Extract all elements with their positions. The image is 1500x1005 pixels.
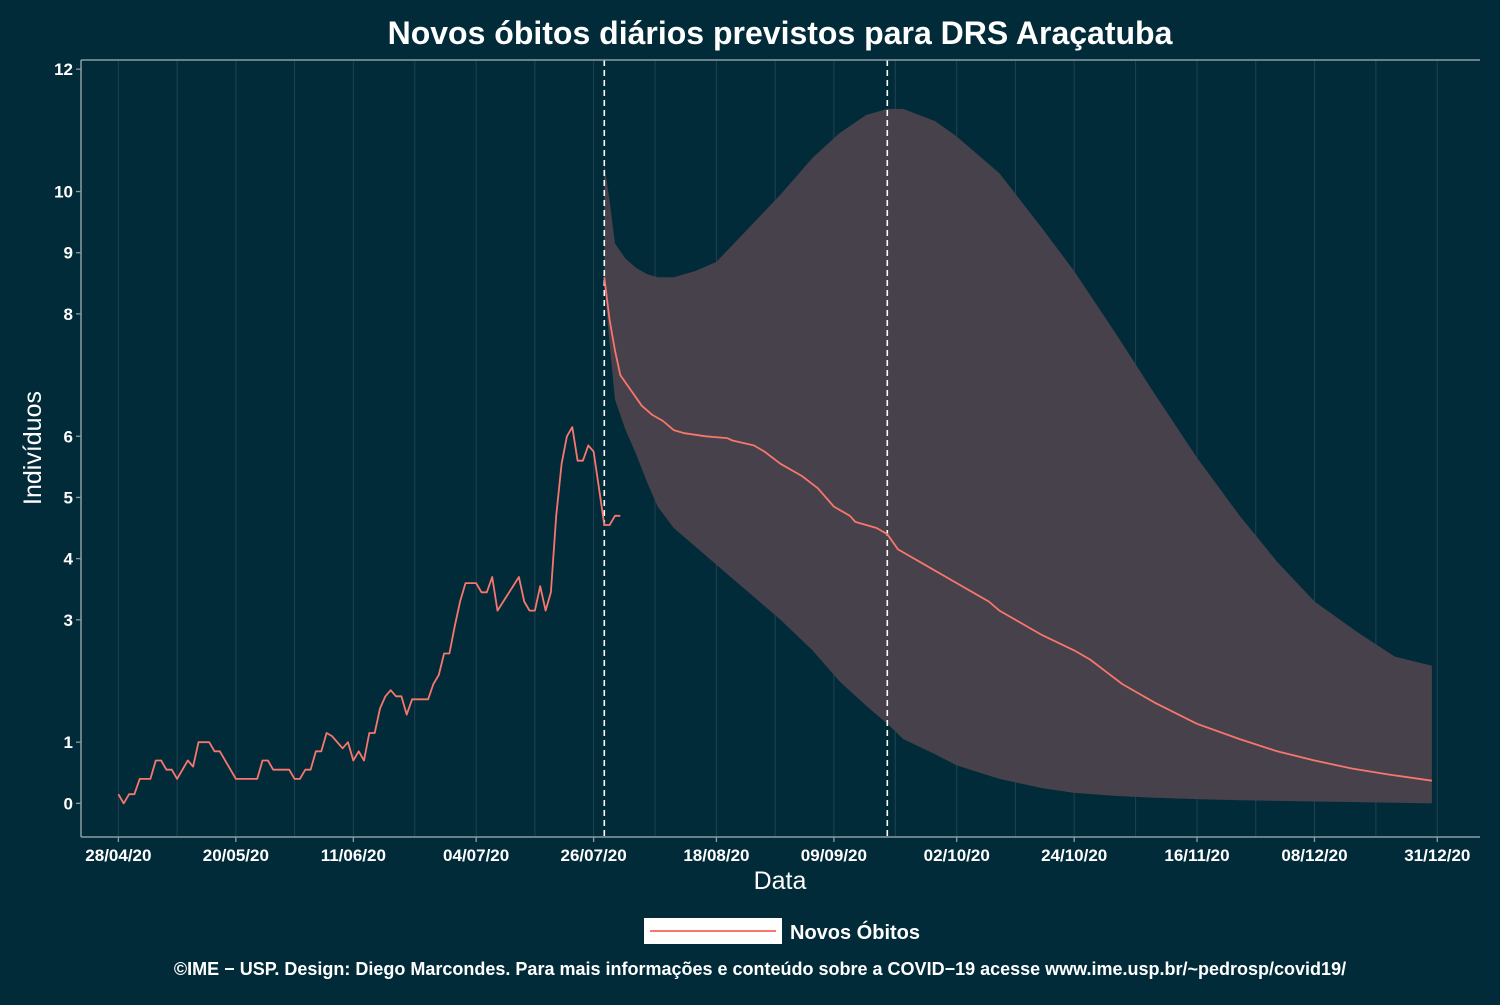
x-axis-title: Data <box>754 867 807 895</box>
legend: Novos Óbitos <box>644 918 920 944</box>
y-tick-label: 0 <box>64 794 73 813</box>
chart-title: Novos óbitos diários previstos para DRS … <box>388 15 1173 51</box>
legend-label: Novos Óbitos <box>790 920 920 944</box>
line-layer <box>117 277 1433 805</box>
x-tick-label: 20/05/20 <box>203 846 269 865</box>
axis-layer <box>76 59 1480 842</box>
band-layer <box>604 108 1432 804</box>
y-tick-label: 8 <box>64 305 73 324</box>
y-tick-label: 3 <box>64 611 73 630</box>
x-tick-label: 28/04/20 <box>85 846 151 865</box>
y-axis-title: Indivíduos <box>19 391 47 505</box>
y-tick-label: 10 <box>54 183 73 202</box>
prediction-band <box>604 108 1432 804</box>
series-line-observed <box>117 426 621 805</box>
y-tick-label: 9 <box>64 244 73 263</box>
y-tick-label: 6 <box>64 427 73 446</box>
x-tick-label: 26/07/20 <box>561 846 627 865</box>
series-line-predicted <box>603 277 1433 782</box>
x-tick-label: 24/10/20 <box>1041 846 1107 865</box>
x-tick-label: 04/07/20 <box>443 846 509 865</box>
y-tick-label: 12 <box>54 60 73 79</box>
x-tick-label: 11/06/20 <box>321 846 386 865</box>
x-tick-label: 09/09/20 <box>801 846 867 865</box>
x-tick-label: 31/12/20 <box>1404 846 1470 865</box>
y-tick-label: 4 <box>64 550 74 569</box>
x-tick-labels: 28/04/20 20/05/20 11/06/20 04/07/20 26/07/20… <box>85 846 1470 865</box>
x-tick-label: 08/12/20 <box>1281 846 1347 865</box>
x-tick-label: 02/10/20 <box>924 846 990 865</box>
x-tick-label: 16/11/20 <box>1164 846 1229 865</box>
y-tick-label: 5 <box>64 488 73 507</box>
x-tick-label: 18/08/20 <box>683 846 749 865</box>
caption: ©IME − USP. Design: Diego Marcondes. Par… <box>174 959 1346 979</box>
y-tick-label: 1 <box>64 733 73 752</box>
y-tick-labels: 0 1 3 4 5 6 8 9 10 12 <box>54 60 73 813</box>
